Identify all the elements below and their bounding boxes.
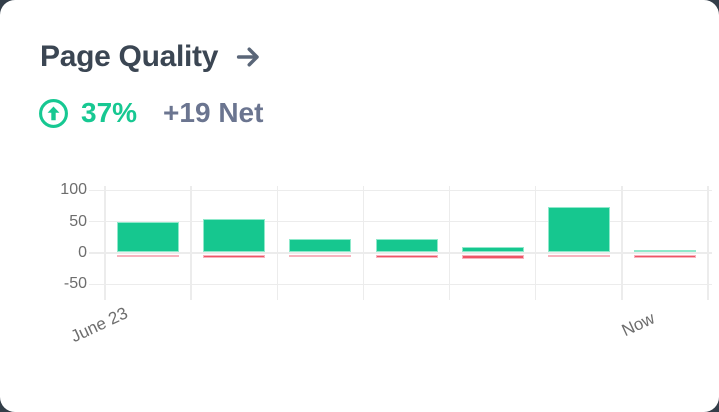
bar-positive[interactable] [117,221,180,253]
v-gridline [190,186,192,300]
v-gridline [707,186,709,300]
v-gridline [362,186,365,300]
v-gridline [621,186,623,300]
h-gridline [89,220,712,223]
h-gridline [89,252,712,254]
bar-positive[interactable] [375,239,438,252]
v-gridline [534,186,537,300]
y-tick-label: 0 [78,244,87,262]
stat-row: 37% +19 Net [38,97,263,129]
bar-negative[interactable] [633,254,696,258]
bar-negative[interactable] [461,254,524,259]
x-tick-label-start: June 23 [67,303,131,347]
page-title: Page Quality [40,40,219,73]
v-gridline [104,186,106,300]
x-tick-label-end: Now [618,308,658,341]
y-tick-label: 50 [69,212,87,230]
card-header: Page Quality [40,40,264,74]
bar-positive[interactable] [633,250,696,253]
bar-negative[interactable] [117,254,180,257]
v-gridline [448,186,451,300]
net-value: +19 Net [163,97,264,128]
y-tick-label: 100 [60,181,87,199]
bar-negative[interactable] [203,254,266,259]
v-gridline [276,186,279,300]
h-gridline [89,189,712,192]
bar-negative[interactable] [375,254,438,258]
arrow-up-circle-icon [38,98,69,129]
percent-value: 37% [81,97,138,128]
bar-negative[interactable] [289,254,352,258]
bar-negative[interactable] [547,254,610,257]
bar-positive[interactable] [461,247,524,252]
bar-positive[interactable] [289,238,352,252]
bar-positive[interactable] [203,219,266,252]
y-tick-label: -50 [63,275,87,293]
arrow-right-icon[interactable] [232,42,264,72]
h-gridline [89,283,712,286]
bar-positive[interactable] [547,206,610,253]
